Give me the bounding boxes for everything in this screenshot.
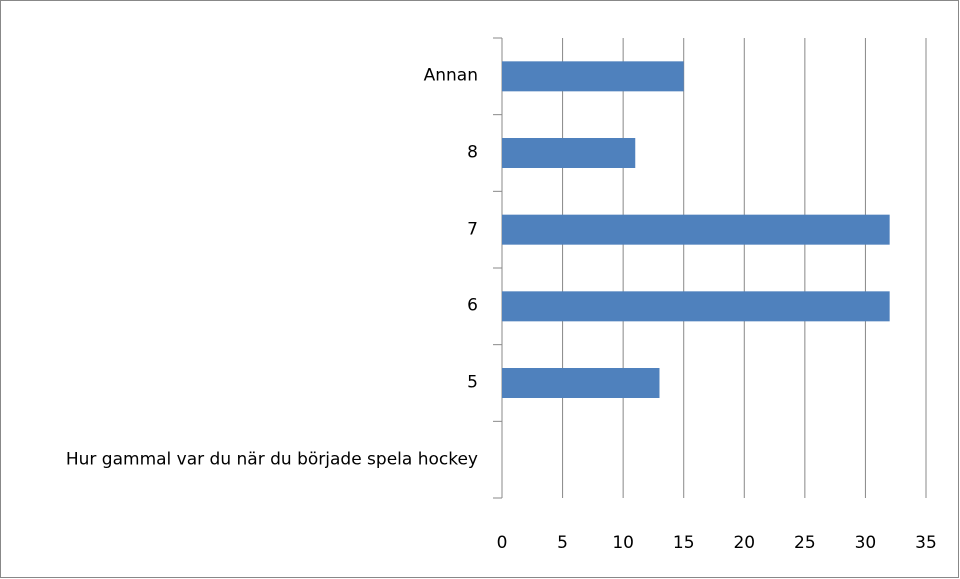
bar: [502, 61, 684, 92]
x-tick-label: 0: [497, 533, 508, 553]
y-tick-label: 5: [467, 372, 478, 393]
y-tick-label: 6: [467, 295, 478, 316]
y-tick-label: Annan: [423, 65, 478, 86]
y-tick-label-box: 5: [30, 370, 478, 397]
y-tick-label-box: 7: [30, 216, 478, 243]
y-tick-label-box: Annan: [30, 63, 478, 90]
bar: [502, 138, 636, 168]
x-tick-label: 20: [733, 533, 755, 553]
bar: [502, 291, 890, 322]
x-tick-label: 10: [612, 533, 634, 553]
bar: [502, 214, 890, 245]
x-tick-label: 15: [673, 533, 695, 553]
x-tick-label: 30: [855, 533, 877, 553]
x-tick-label: 5: [557, 533, 568, 553]
x-tick-label: 35: [915, 533, 937, 553]
y-tick-label-box: 8: [30, 140, 478, 167]
y-tick-label: Hur gammal var du när du började spela h…: [65, 449, 478, 470]
y-tick-label-box: Hur gammal var du när du började spela h…: [30, 446, 478, 473]
x-tick-label: 25: [794, 533, 816, 553]
y-tick-label-box: 6: [30, 293, 478, 320]
bar: [502, 368, 660, 398]
y-tick-label: 8: [467, 142, 478, 163]
y-tick-label: 7: [467, 219, 478, 240]
